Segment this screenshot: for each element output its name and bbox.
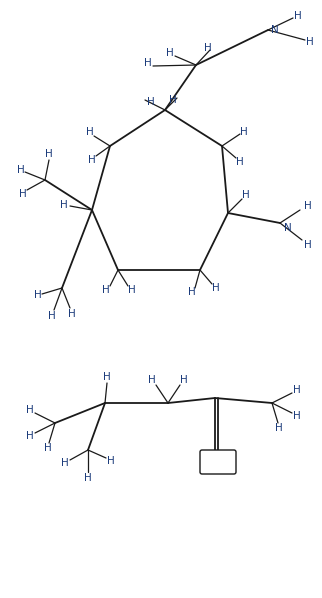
Text: N: N bbox=[284, 223, 292, 233]
Text: H: H bbox=[304, 240, 312, 250]
Text: H: H bbox=[148, 375, 156, 385]
Text: H: H bbox=[107, 456, 115, 466]
Text: H: H bbox=[212, 283, 220, 293]
Text: H: H bbox=[128, 285, 136, 295]
FancyBboxPatch shape bbox=[200, 450, 236, 474]
Text: A: A bbox=[207, 457, 214, 467]
Text: N: N bbox=[271, 25, 279, 35]
Text: s: s bbox=[222, 457, 228, 467]
Text: H: H bbox=[147, 97, 155, 107]
Text: H: H bbox=[293, 385, 301, 395]
Text: H: H bbox=[242, 190, 250, 200]
Text: H: H bbox=[17, 165, 25, 175]
Text: H: H bbox=[48, 311, 56, 321]
Text: H: H bbox=[169, 95, 177, 105]
Text: H: H bbox=[275, 423, 283, 433]
Text: H: H bbox=[204, 43, 212, 53]
Text: H: H bbox=[88, 155, 96, 165]
Text: H: H bbox=[102, 285, 110, 295]
Text: H: H bbox=[44, 443, 52, 453]
Text: b: b bbox=[216, 457, 222, 467]
Text: H: H bbox=[166, 48, 174, 58]
Text: H: H bbox=[294, 11, 302, 21]
Text: H: H bbox=[60, 200, 68, 210]
Text: H: H bbox=[180, 375, 188, 385]
Text: H: H bbox=[240, 127, 248, 137]
Text: H: H bbox=[26, 431, 34, 441]
Text: H: H bbox=[45, 149, 53, 159]
Text: H: H bbox=[61, 458, 69, 468]
Text: H: H bbox=[306, 37, 314, 47]
Text: H: H bbox=[304, 201, 312, 211]
Text: H: H bbox=[293, 411, 301, 421]
Text: H: H bbox=[103, 372, 111, 382]
Text: H: H bbox=[84, 473, 92, 483]
Text: H: H bbox=[188, 287, 196, 297]
Text: H: H bbox=[68, 309, 76, 319]
Text: H: H bbox=[86, 127, 94, 137]
Text: H: H bbox=[26, 405, 34, 415]
Text: H: H bbox=[19, 189, 27, 199]
Text: H: H bbox=[144, 58, 152, 68]
Text: H: H bbox=[34, 290, 42, 300]
Text: H: H bbox=[236, 157, 244, 167]
